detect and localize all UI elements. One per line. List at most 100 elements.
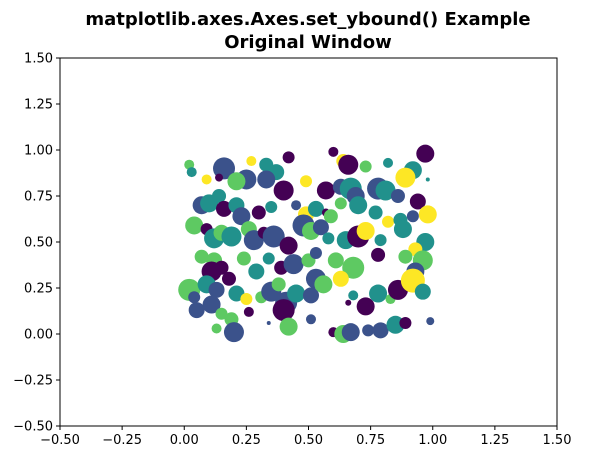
scatter-point [307,200,324,217]
x-tick-label: 1.50 [543,433,572,448]
scatter-point [232,207,251,226]
scatter-point [273,180,294,201]
scatter-point [395,167,416,188]
scatter-point [348,290,359,301]
x-tick-label: −0.25 [102,433,142,448]
scatter-point [236,251,251,266]
chart-title-line-2: Original Window [224,32,392,53]
scatter-point [342,256,365,279]
y-tick-label: 1.50 [24,52,53,67]
scatter-point [262,252,275,265]
scatter-point [265,201,278,214]
scatter-point [291,200,302,211]
scatter-point [246,156,257,167]
scatter-point [334,197,347,210]
scatter-point [272,299,295,322]
scatter-point [409,193,426,210]
scatter-point [227,172,246,191]
scatter-point [418,205,437,224]
scatter-point [221,226,242,247]
axes: −0.50 −0.25 0.00 0.25 0.50 0.75 1.00 1.25 1.50 −0… [13,52,571,449]
scatter-point [215,307,228,320]
x-tick-label: 1.25 [480,433,509,448]
scatter-point [414,283,431,300]
scatter-point [221,271,236,286]
scatter-point [393,220,412,239]
scatter-point [240,293,253,306]
scatter-point [228,285,245,302]
scatter-point [188,302,205,319]
scatter-point [185,216,204,235]
scatter-point [316,181,335,200]
x-tick-label: −0.50 [40,433,80,448]
scatter-point [279,236,298,255]
scatter-point [322,232,335,245]
scatter-point [282,151,295,164]
y-tick-label: 0.75 [24,190,53,205]
scatter-points [178,144,437,343]
scatter-point [251,205,266,220]
scatter-point [305,314,316,325]
scatter-point [212,189,227,203]
scatter-point [279,317,298,336]
axes-frame [59,57,558,427]
x-tick-label: 0.50 [294,433,323,448]
scatter-point [300,175,313,188]
scatter-point [194,249,209,264]
scatter-point [362,324,375,337]
scatter-point [390,189,405,203]
scatter-point [283,254,304,275]
scatter-point [416,144,435,163]
scatter-point [215,173,224,182]
y-tick-label: −0.50 [13,420,53,435]
scatter-point [341,323,360,342]
scatter-point [371,247,386,262]
scatter-point [211,323,222,334]
scatter-point [375,180,396,201]
scatter-point [338,154,359,175]
y-tick-label: 1.00 [24,144,53,159]
scatter-point [257,170,276,189]
scatter-point [374,234,387,247]
scatter-point [186,167,197,178]
scatter-point [398,249,413,264]
scatter-point [332,270,349,287]
scatter-point [425,177,430,182]
scatter-point [386,315,405,334]
scatter-point [248,263,265,280]
scatter-point [382,215,395,228]
scatter-point [426,317,435,326]
scatter-point [356,297,375,316]
scatter-point [314,275,333,294]
scatter-point [302,287,319,304]
y-tick-label: −0.25 [13,374,53,389]
x-tick-label: 1.00 [418,433,447,448]
scatter-point [266,320,271,325]
x-tick-label: 0.00 [170,433,199,448]
x-tick-label: 0.25 [232,433,261,448]
x-tick-label: 0.75 [356,433,385,448]
scatter-point [188,291,201,304]
scatter-point [201,174,212,185]
scatter-point [368,205,383,220]
scatter-point [359,160,372,173]
y-tick-label: 0.25 [24,282,53,297]
scatter-point [287,284,306,303]
scatter-point [312,219,329,236]
y-tick-label: 1.25 [24,98,53,113]
scatter-point [309,247,322,260]
scatter-point [271,277,286,292]
scatter-point [323,209,338,224]
scatter-point [328,146,339,157]
chart-title-line-1: matplotlib.axes.Axes.set_ybound() Exampl… [85,9,530,30]
scatter-point [356,221,375,240]
scatter-point [202,295,221,314]
scatter-point [327,252,344,269]
scatter-point [383,157,394,168]
scatter-point [349,196,368,215]
y-tick-label: 0.50 [24,236,53,251]
y-tick-label: 0.00 [24,328,53,343]
scatter-point [208,281,225,298]
scatter-point [216,200,233,217]
